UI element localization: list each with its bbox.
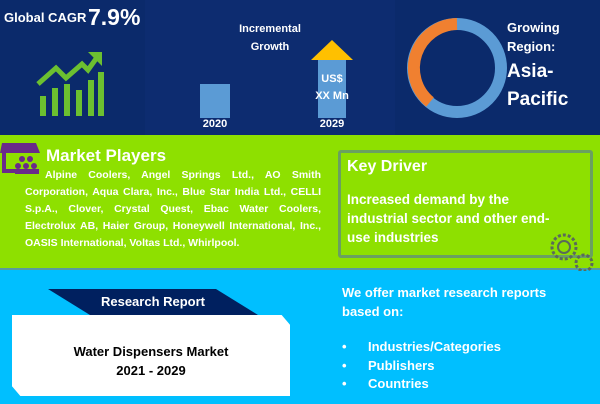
region-label-2: Region:: [507, 39, 556, 54]
gears-icon: [550, 233, 594, 273]
bar-label-2: XX Mn: [315, 90, 349, 102]
offer-line-1: We offer market research reports: [342, 285, 547, 300]
offer-item: Countries: [342, 375, 501, 394]
bar-label-1: US$: [321, 73, 343, 85]
key-driver-box: Key Driver Increased demand by the indus…: [338, 150, 593, 258]
cagr-label: Global CAGR: [4, 10, 87, 25]
offer-list: Industries/Categories Publishers Countri…: [342, 338, 501, 394]
top-band: Global CAGR 7.9% Incremental Growth US$ …: [0, 0, 600, 135]
up-arrow-icon: [311, 40, 353, 60]
year-end: 2029: [319, 118, 345, 130]
middle-band: [0, 135, 600, 270]
region-panel: Growing Region: Asia- Pacific: [395, 0, 600, 135]
growth-title-1: Incremental: [239, 23, 301, 35]
region-donut-icon: [407, 18, 507, 118]
offer-item: Publishers: [342, 357, 501, 376]
cagr-value: 7.9%: [88, 4, 141, 30]
report-title: Water Dispensers Market: [73, 344, 229, 359]
players-title: Market Players: [46, 146, 167, 165]
key-driver-title: Key Driver: [347, 158, 428, 175]
growth-panel: Incremental Growth US$ XX Mn 2020 2029: [145, 0, 395, 135]
research-report-label: Research Report: [100, 294, 206, 309]
cagr-panel: Global CAGR 7.9%: [0, 0, 145, 135]
region-label-1: Growing: [507, 20, 560, 35]
report-card: Water Dispensers Market 2021 - 2029: [12, 315, 290, 396]
growth-title-2: Growth: [250, 41, 290, 53]
region-value-2: Pacific: [507, 89, 569, 110]
year-start: 2020: [202, 118, 228, 130]
players-list: Alpine Coolers, Angel Springs Ltd., AO S…: [25, 169, 321, 249]
region-value-1: Asia-: [507, 61, 554, 82]
bar-2020: [200, 84, 230, 118]
market-stall-icon: [0, 143, 40, 174]
growth-chart-icon: [36, 52, 104, 116]
offer-heading: We offer market research reports based o…: [342, 283, 546, 321]
bar-2029: [318, 60, 346, 118]
key-driver-text: Increased demand by the industrial secto…: [347, 192, 550, 245]
offer-item: Industries/Categories: [342, 338, 501, 357]
research-report-tab: [48, 289, 258, 315]
report-years: 2021 - 2029: [116, 363, 186, 378]
offer-line-2: based on:: [342, 304, 404, 319]
